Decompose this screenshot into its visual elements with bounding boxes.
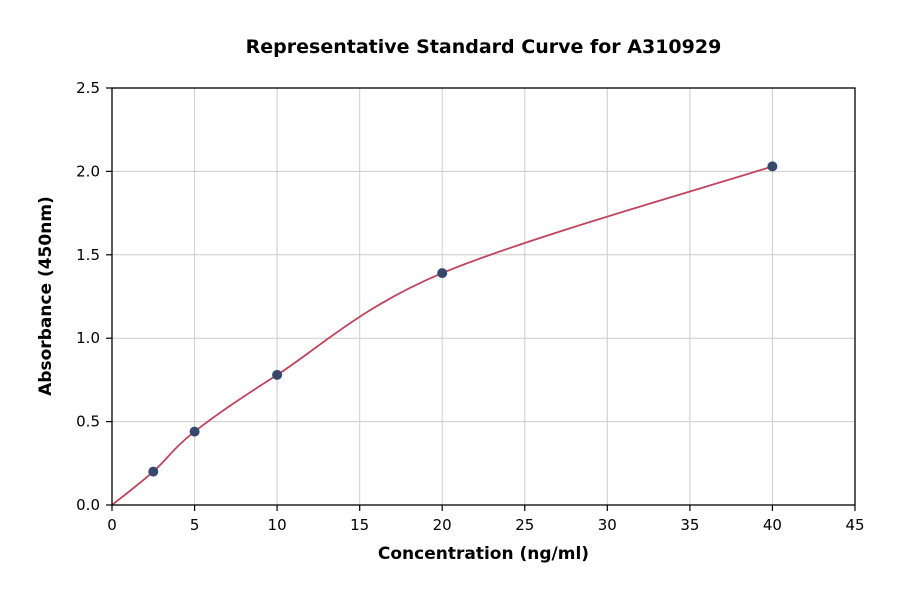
y-tick-label: 2.5 (76, 79, 100, 97)
y-tick-label: 2.0 (76, 162, 100, 180)
x-tick-label: 15 (350, 516, 369, 534)
fit-curve (111, 165, 773, 506)
data-point (437, 268, 448, 279)
x-tick-label: 5 (190, 516, 200, 534)
y-axis-label: Absorbance (450nm) (36, 196, 56, 396)
chart-title: Representative Standard Curve for A31092… (245, 36, 722, 58)
y-tick-label: 1.0 (76, 329, 100, 347)
x-tick-label: 10 (268, 516, 287, 534)
y-tick-label: 0.0 (76, 496, 100, 514)
x-tick-label: 45 (845, 516, 864, 534)
data-point (148, 466, 159, 477)
data-point (767, 161, 778, 172)
x-tick-label: 20 (433, 516, 452, 534)
x-axis-label: Concentration (ng/ml) (377, 544, 590, 564)
x-tick-label: 30 (598, 516, 617, 534)
x-tick-label: 35 (680, 516, 699, 534)
data-point (189, 426, 200, 437)
data-point (272, 369, 283, 380)
axes-box (111, 87, 856, 506)
y-tick-label: 1.5 (76, 246, 100, 264)
x-tick-label: 40 (763, 516, 782, 534)
x-tick-label: 0 (107, 516, 117, 534)
y-tick-label: 0.5 (76, 413, 100, 431)
x-tick-label: 25 (515, 516, 534, 534)
